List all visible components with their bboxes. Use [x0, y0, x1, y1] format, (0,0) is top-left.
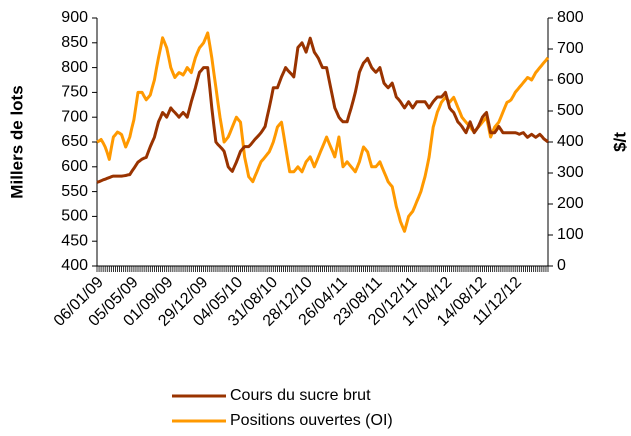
y-tick-label: 700 [61, 108, 88, 125]
y-tick-label: 550 [61, 183, 88, 200]
y2-tick-label: 600 [557, 71, 584, 88]
legend-label: Positions ouvertes (OI) [230, 412, 393, 429]
y2-tick-label: 100 [557, 226, 584, 243]
legend-label: Cours du sucre brut [230, 387, 371, 404]
y-tick-label: 600 [61, 158, 88, 175]
y-tick-label: 750 [61, 84, 88, 101]
series-line [96, 31, 550, 233]
y-tick-label: 800 [61, 59, 88, 76]
y2-tick-label: 700 [557, 40, 584, 57]
y2-axis-title: $/t [610, 132, 629, 152]
y-tick-label: 500 [61, 208, 88, 225]
y2-tick-label: 300 [557, 164, 584, 181]
y-tick-label: 900 [61, 9, 88, 26]
series-line [96, 36, 549, 184]
y-tick-label: 450 [61, 232, 88, 249]
y-tick-label: 400 [61, 257, 88, 274]
y2-tick-label: 200 [557, 195, 584, 212]
y2-tick-label: 500 [557, 102, 584, 119]
y2-tick-label: 400 [557, 133, 584, 150]
y-tick-label: 850 [61, 34, 88, 51]
y2-tick-label: 800 [557, 9, 584, 26]
y-axis-title: Millers de lots [7, 85, 26, 198]
y-tick-label: 650 [61, 133, 88, 150]
y2-tick-label: 0 [557, 257, 566, 274]
